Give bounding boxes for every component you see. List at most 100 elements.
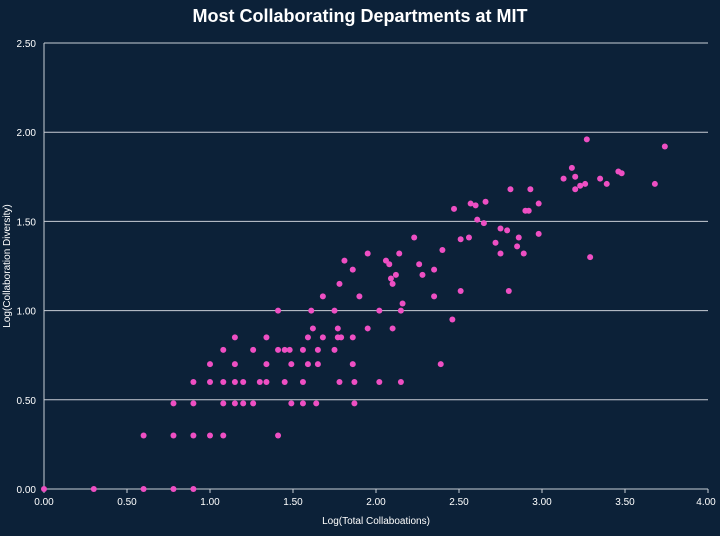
data-point: [467, 200, 474, 207]
data-point: [314, 346, 321, 353]
data-point: [207, 378, 213, 385]
data-point: [437, 361, 444, 368]
data-point: [240, 378, 247, 385]
y-axis-label: Log(Collaboration Diversity): [2, 204, 13, 327]
data-point: [331, 346, 338, 353]
data-point: [597, 175, 604, 182]
data-point: [525, 207, 532, 214]
data-point: [587, 254, 594, 261]
tick-labels: 0.00 0.50 1.00 1.50 2.00 2.50 0.00 0.50 1.00 1.50…: [17, 39, 717, 508]
data-point: [497, 225, 504, 232]
data-point: [451, 205, 458, 212]
data-point: [263, 378, 270, 385]
data-point: [387, 275, 394, 282]
data-point: [250, 346, 257, 353]
data-point: [231, 378, 238, 385]
data-point: [376, 378, 383, 385]
data-point: [356, 293, 363, 300]
data-point: [480, 220, 487, 227]
x-tick-label: 2.50: [449, 497, 469, 508]
data-point: [231, 361, 238, 368]
data-point: [220, 378, 227, 385]
data-point: [220, 432, 227, 439]
y-tick-label: 0.00: [17, 485, 37, 496]
data-point: [190, 400, 197, 407]
data-point: [603, 180, 610, 187]
data-point: [389, 280, 396, 287]
y-tick-label: 1.50: [17, 217, 37, 228]
data-point: [231, 400, 238, 407]
data-point: [492, 239, 499, 246]
data-point: [304, 361, 311, 368]
data-point: [207, 361, 213, 368]
data-point: [336, 280, 343, 287]
data-point: [190, 432, 197, 439]
data-point: [41, 486, 47, 492]
x-tick-label: 1.50: [283, 497, 303, 508]
data-point: [319, 293, 326, 300]
data-points: [41, 136, 668, 492]
data-point: [170, 400, 177, 407]
data-point: [397, 307, 404, 314]
data-point: [472, 202, 479, 209]
data-point: [457, 287, 464, 294]
data-point: [140, 486, 147, 492]
data-point: [309, 325, 316, 332]
data-point: [397, 378, 404, 385]
data-point: [140, 432, 147, 439]
data-point: [439, 246, 446, 253]
data-point: [231, 334, 238, 341]
data-point: [313, 400, 320, 407]
data-point: [299, 378, 306, 385]
data-point: [299, 346, 306, 353]
data-point: [250, 400, 257, 407]
data-point: [281, 378, 288, 385]
data-point: [334, 325, 341, 332]
data-point: [299, 400, 306, 407]
data-point: [568, 164, 575, 171]
data-point: [560, 175, 567, 182]
y-tick-label: 0.50: [17, 396, 37, 407]
data-point: [364, 250, 371, 257]
data-point: [275, 432, 282, 439]
data-point: [376, 307, 383, 314]
data-point: [514, 243, 521, 250]
x-tick-label: 3.00: [532, 497, 552, 508]
data-point: [349, 334, 356, 341]
data-point: [364, 325, 371, 332]
data-point: [505, 287, 512, 294]
data-point: [411, 234, 418, 241]
data-point: [535, 230, 542, 237]
chart-title: Most Collaborating Departments at MIT: [192, 6, 528, 26]
gridlines: [43, 42, 709, 493]
data-point: [263, 334, 270, 341]
data-point: [308, 307, 315, 314]
x-tick-label: 1.00: [200, 497, 220, 508]
x-tick-label: 2.00: [366, 497, 386, 508]
x-tick-label: 4.00: [696, 497, 716, 508]
data-point: [286, 346, 293, 353]
data-point: [190, 486, 197, 492]
data-point: [314, 361, 321, 368]
data-point: [190, 378, 197, 385]
data-point: [457, 236, 464, 243]
data-point: [661, 143, 668, 150]
data-point: [170, 432, 177, 439]
data-point: [572, 173, 579, 180]
data-point: [416, 261, 423, 268]
data-point: [515, 234, 522, 241]
data-point: [449, 316, 456, 323]
y-tick-label: 1.00: [17, 307, 37, 318]
data-point: [288, 400, 295, 407]
data-point: [431, 266, 438, 273]
data-point: [572, 186, 579, 193]
data-point: [170, 486, 177, 492]
data-point: [331, 307, 338, 314]
y-tick-label: 2.00: [17, 128, 37, 139]
data-point: [431, 293, 438, 300]
data-point: [288, 361, 295, 368]
data-point: [399, 300, 406, 307]
data-point: [281, 346, 288, 353]
data-point: [618, 170, 625, 177]
